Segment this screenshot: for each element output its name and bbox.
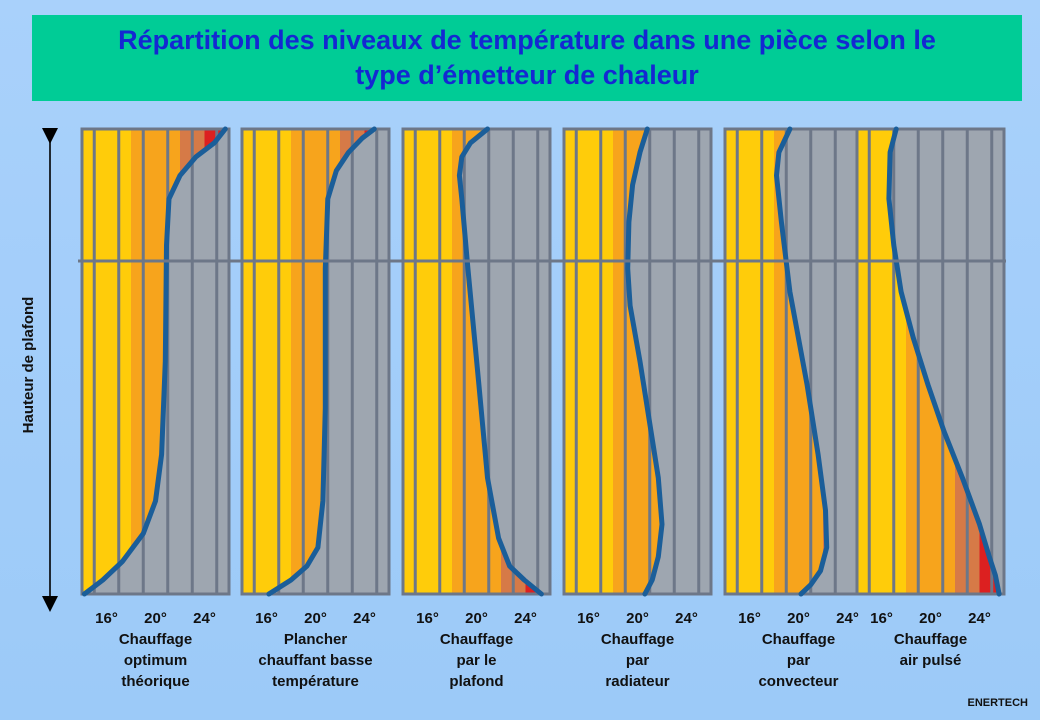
tick-label: 16°: [255, 610, 278, 627]
title-box: Répartition des niveaux de température d…: [32, 15, 1022, 101]
panel-4: [562, 126, 713, 597]
tick-label: 24°: [353, 610, 376, 627]
panel-3: [401, 126, 552, 597]
temperature-curve: [625, 126, 665, 597]
temperature-curve: [266, 126, 377, 597]
tick-label: 16°: [738, 610, 761, 627]
temperature-band: [82, 129, 131, 594]
credit-label: ENERTECH: [967, 697, 1028, 709]
tick-label: 24°: [675, 610, 698, 627]
panel-label-1: Chauffage optimum théorique: [86, 629, 226, 692]
tick-label: 20°: [787, 610, 810, 627]
temperature-band: [564, 129, 613, 594]
panel-label-line: chauffant basse: [258, 652, 373, 669]
panel-label-line: air pulsé: [899, 652, 962, 669]
panel-label-line: Chauffage: [600, 631, 675, 648]
temperature-band: [403, 129, 452, 594]
panel-frame: [855, 127, 1006, 596]
panel-label-4: Chauffage par radiateur: [568, 629, 708, 692]
panel-label-line: par le: [456, 652, 497, 669]
tick-label: 20°: [465, 610, 488, 627]
panel-label-line: Chauffage: [893, 631, 968, 648]
panel-frame: [80, 127, 231, 596]
panels-layer: [80, 126, 1006, 597]
panel-label-3: Chauffage par le plafond: [407, 629, 547, 692]
panel-frame: [240, 127, 391, 596]
temperature-band: [725, 129, 774, 594]
panel-label-line: température: [272, 673, 359, 690]
tick-label: 16°: [95, 610, 118, 627]
tick-label: 24°: [514, 610, 537, 627]
panel-1: [80, 126, 231, 597]
tick-label: 24°: [968, 610, 991, 627]
panel-label-line: par: [625, 652, 650, 669]
temperature-curve: [456, 126, 544, 597]
tick-label: 20°: [626, 610, 649, 627]
panel-2: [240, 126, 391, 597]
panel-6: [855, 126, 1006, 597]
title-line-2: type d’émetteur de chaleur: [355, 60, 699, 90]
tick-label: 20°: [304, 610, 327, 627]
panel-label-2: Plancher chauffant basse température: [246, 629, 386, 692]
panel-frame: [562, 127, 713, 596]
temperature-curve: [886, 126, 1002, 597]
panel-label-line: convecteur: [758, 673, 839, 690]
temperature-curve: [774, 126, 830, 597]
panel-label-line: Chauffage: [118, 631, 193, 648]
tick-label: 20°: [919, 610, 942, 627]
panel-label-line: Chauffage: [439, 631, 514, 648]
panel-label-line: plafond: [449, 673, 504, 690]
temperature-band: [242, 129, 291, 594]
panel-label-line: optimum: [123, 652, 188, 669]
panel-label-6: Chauffage air pulsé: [861, 629, 1001, 671]
panel-label-line: radiateur: [605, 673, 670, 690]
tick-label: 16°: [416, 610, 439, 627]
panel-frame: [401, 127, 552, 596]
title-line-1: Répartition des niveaux de température d…: [118, 25, 936, 55]
panel-label-line: Chauffage: [761, 631, 836, 648]
panel-label-line: par: [786, 652, 811, 669]
tick-labels-layer: 16° 20° 24° 16° 20° 24° 16° 20° 24° 16° 20° 24° 16° 2…: [95, 610, 991, 627]
panel-label-line: Plancher: [283, 631, 348, 648]
tick-label: 16°: [577, 610, 600, 627]
tick-label: 24°: [193, 610, 216, 627]
tick-label: 20°: [144, 610, 167, 627]
tick-label: 16°: [870, 610, 893, 627]
tick-label: 24°: [836, 610, 859, 627]
panel-label-line: théorique: [121, 673, 190, 690]
temperature-curve: [81, 126, 228, 597]
panel-label-5: Chauffage par convecteur: [729, 629, 869, 692]
panel-5: [723, 126, 874, 597]
